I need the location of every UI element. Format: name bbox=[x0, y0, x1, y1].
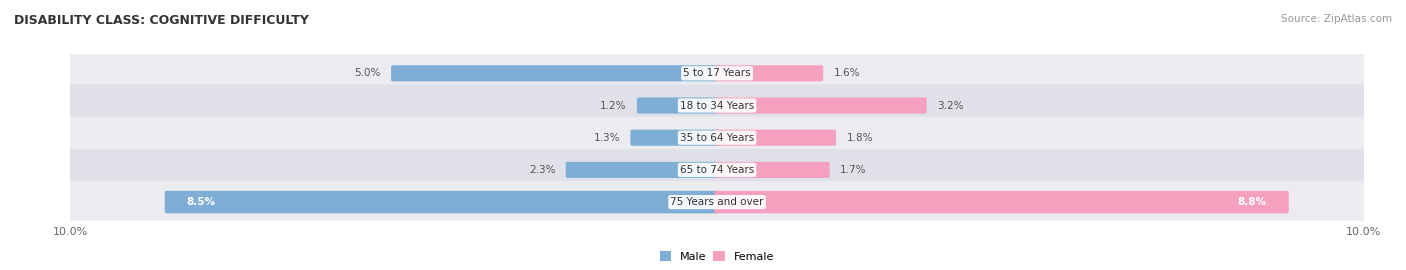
FancyBboxPatch shape bbox=[58, 52, 1376, 94]
FancyBboxPatch shape bbox=[714, 191, 1289, 213]
Text: 5 to 17 Years: 5 to 17 Years bbox=[683, 68, 751, 78]
FancyBboxPatch shape bbox=[630, 130, 720, 146]
FancyBboxPatch shape bbox=[58, 149, 1376, 191]
Text: 3.2%: 3.2% bbox=[936, 100, 963, 110]
FancyBboxPatch shape bbox=[565, 162, 720, 178]
Legend: Male, Female: Male, Female bbox=[655, 247, 779, 266]
Text: 1.2%: 1.2% bbox=[600, 100, 627, 110]
FancyBboxPatch shape bbox=[58, 117, 1376, 159]
Text: 75 Years and over: 75 Years and over bbox=[671, 197, 763, 207]
Text: 1.8%: 1.8% bbox=[846, 133, 873, 143]
Text: 5.0%: 5.0% bbox=[354, 68, 381, 78]
FancyBboxPatch shape bbox=[391, 65, 720, 81]
FancyBboxPatch shape bbox=[714, 97, 927, 114]
Text: DISABILITY CLASS: COGNITIVE DIFFICULTY: DISABILITY CLASS: COGNITIVE DIFFICULTY bbox=[14, 14, 309, 26]
Text: 8.5%: 8.5% bbox=[187, 197, 215, 207]
Text: 1.3%: 1.3% bbox=[593, 133, 620, 143]
FancyBboxPatch shape bbox=[58, 85, 1376, 126]
Text: 2.3%: 2.3% bbox=[529, 165, 555, 175]
Text: 35 to 64 Years: 35 to 64 Years bbox=[681, 133, 754, 143]
FancyBboxPatch shape bbox=[714, 130, 837, 146]
FancyBboxPatch shape bbox=[165, 191, 720, 213]
Text: Source: ZipAtlas.com: Source: ZipAtlas.com bbox=[1281, 14, 1392, 23]
FancyBboxPatch shape bbox=[714, 65, 823, 81]
Text: 65 to 74 Years: 65 to 74 Years bbox=[681, 165, 754, 175]
Text: 1.6%: 1.6% bbox=[834, 68, 860, 78]
FancyBboxPatch shape bbox=[714, 162, 830, 178]
Text: 18 to 34 Years: 18 to 34 Years bbox=[681, 100, 754, 110]
Text: 8.8%: 8.8% bbox=[1237, 197, 1267, 207]
FancyBboxPatch shape bbox=[637, 97, 720, 114]
Text: 1.7%: 1.7% bbox=[839, 165, 866, 175]
FancyBboxPatch shape bbox=[58, 181, 1376, 223]
